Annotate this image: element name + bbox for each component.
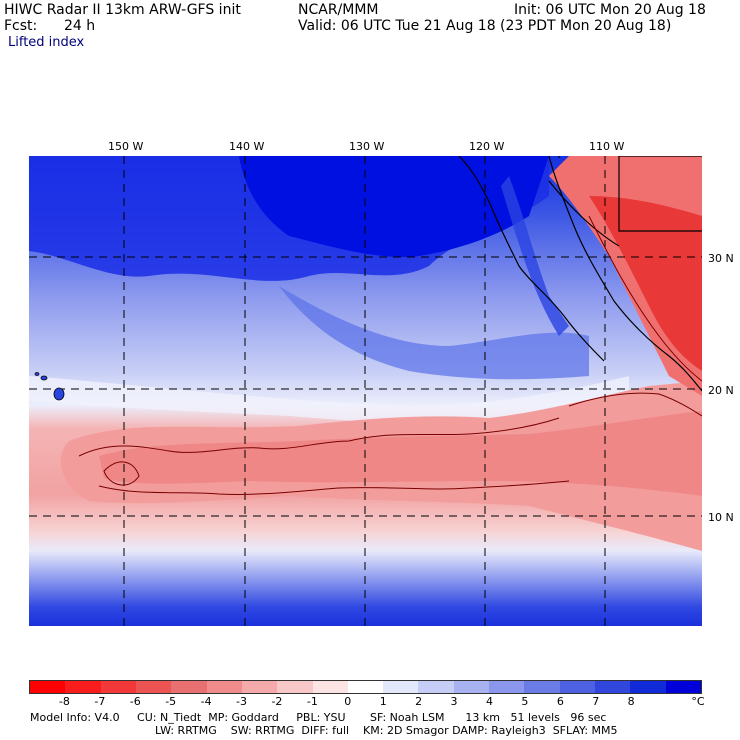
colorbar-tick-label: -2 xyxy=(271,695,283,708)
colorbar-tick-label: -8 xyxy=(58,695,70,708)
organization: NCAR/MMM xyxy=(298,2,379,18)
colorbar-segment xyxy=(65,681,101,693)
coastlines xyxy=(458,156,702,392)
colorbar-segment xyxy=(418,681,454,693)
colorbar-segment xyxy=(30,681,66,693)
colorbar-tick-label: -3 xyxy=(236,695,247,708)
colorbar-segment xyxy=(206,681,242,693)
map-canvas xyxy=(29,156,702,626)
colorbar-tick-label: -1 xyxy=(306,695,318,708)
colorbar-tick-label: 5 xyxy=(521,695,529,708)
blue-streak-baja xyxy=(501,176,569,336)
colorbar-segment xyxy=(559,681,595,693)
lon-label-150w: 150 W xyxy=(108,140,144,153)
model-info-line2: LW: RRTMG SW: RRTMG DIFF: full KM: 2D Sm… xyxy=(155,724,618,737)
colorbar-segment xyxy=(630,681,666,693)
lon-label-140w: 140 W xyxy=(229,140,265,153)
colorbar-tick-label: -6 xyxy=(129,695,141,708)
lon-label-110w: 110 W xyxy=(589,140,625,153)
colorbar-tick-label: 0 xyxy=(344,695,352,708)
colorbar-segment xyxy=(347,681,384,693)
unstable-band-core xyxy=(99,411,702,496)
lon-label-120w: 120 W xyxy=(469,140,505,153)
colorbar-segment xyxy=(524,681,560,693)
init-time: Init: 06 UTC Mon 20 Aug 18 xyxy=(514,2,706,18)
unstable-land-core xyxy=(589,196,702,371)
lat-label-20n: 20 N xyxy=(708,384,734,397)
colorbar-segment xyxy=(595,681,631,693)
colorbar-segment xyxy=(312,681,348,693)
lifted-index-map xyxy=(29,156,702,626)
colorbar-tick-label: 2 xyxy=(415,695,423,708)
colorbar-tick-label: 7 xyxy=(592,695,600,708)
colorbar-segment xyxy=(665,681,701,693)
model-info-line1: Model Info: V4.0 CU: N_Tiedt MP: Goddard… xyxy=(30,711,607,724)
lon-label-130w: 130 W xyxy=(349,140,385,153)
hawaii-islands xyxy=(34,372,65,401)
colorbar-segment xyxy=(135,681,172,693)
colorbar-tick-label: -4 xyxy=(200,695,212,708)
medium-blue-swirl xyxy=(279,286,589,380)
colorbar-tick-label: 3 xyxy=(450,695,458,708)
colorbar-segment xyxy=(453,681,490,693)
colorbar-segment xyxy=(100,681,136,693)
colorbar-segment xyxy=(277,681,313,693)
model-title: HIWC Radar II 13km ARW-GFS init xyxy=(4,2,241,18)
forecast-label: Fcst: xyxy=(4,18,38,34)
colorbar-segment xyxy=(171,681,207,693)
lat-label-10n: 10 N xyxy=(708,511,734,524)
colorbar-tick-label: 8 xyxy=(627,695,635,708)
valid-time: Valid: 06 UTC Tue 21 Aug 18 (23 PDT Mon … xyxy=(298,18,672,34)
colorbar-segment xyxy=(241,681,278,693)
stable-region-north-core xyxy=(239,156,549,257)
colorbar-tick-label: 1 xyxy=(379,695,387,708)
colorbar-tick-label: 4 xyxy=(485,695,493,708)
forecast-hour: 24 h xyxy=(64,18,96,34)
colorbar-tick-label: -7 xyxy=(94,695,106,708)
colorbar-tick-label: -5 xyxy=(165,695,177,708)
pale-band xyxy=(29,376,629,427)
lat-lon-grid xyxy=(29,156,702,626)
colorbar-tick-label: 6 xyxy=(556,695,564,708)
colorbar-unit: °C xyxy=(691,695,705,708)
contour-lines xyxy=(78,215,702,495)
field-name: Lifted index xyxy=(8,35,85,50)
colorbar xyxy=(29,680,702,694)
colorbar-segment xyxy=(383,681,419,693)
lat-label-30n: 30 N xyxy=(708,252,734,265)
colorbar-segment xyxy=(489,681,525,693)
